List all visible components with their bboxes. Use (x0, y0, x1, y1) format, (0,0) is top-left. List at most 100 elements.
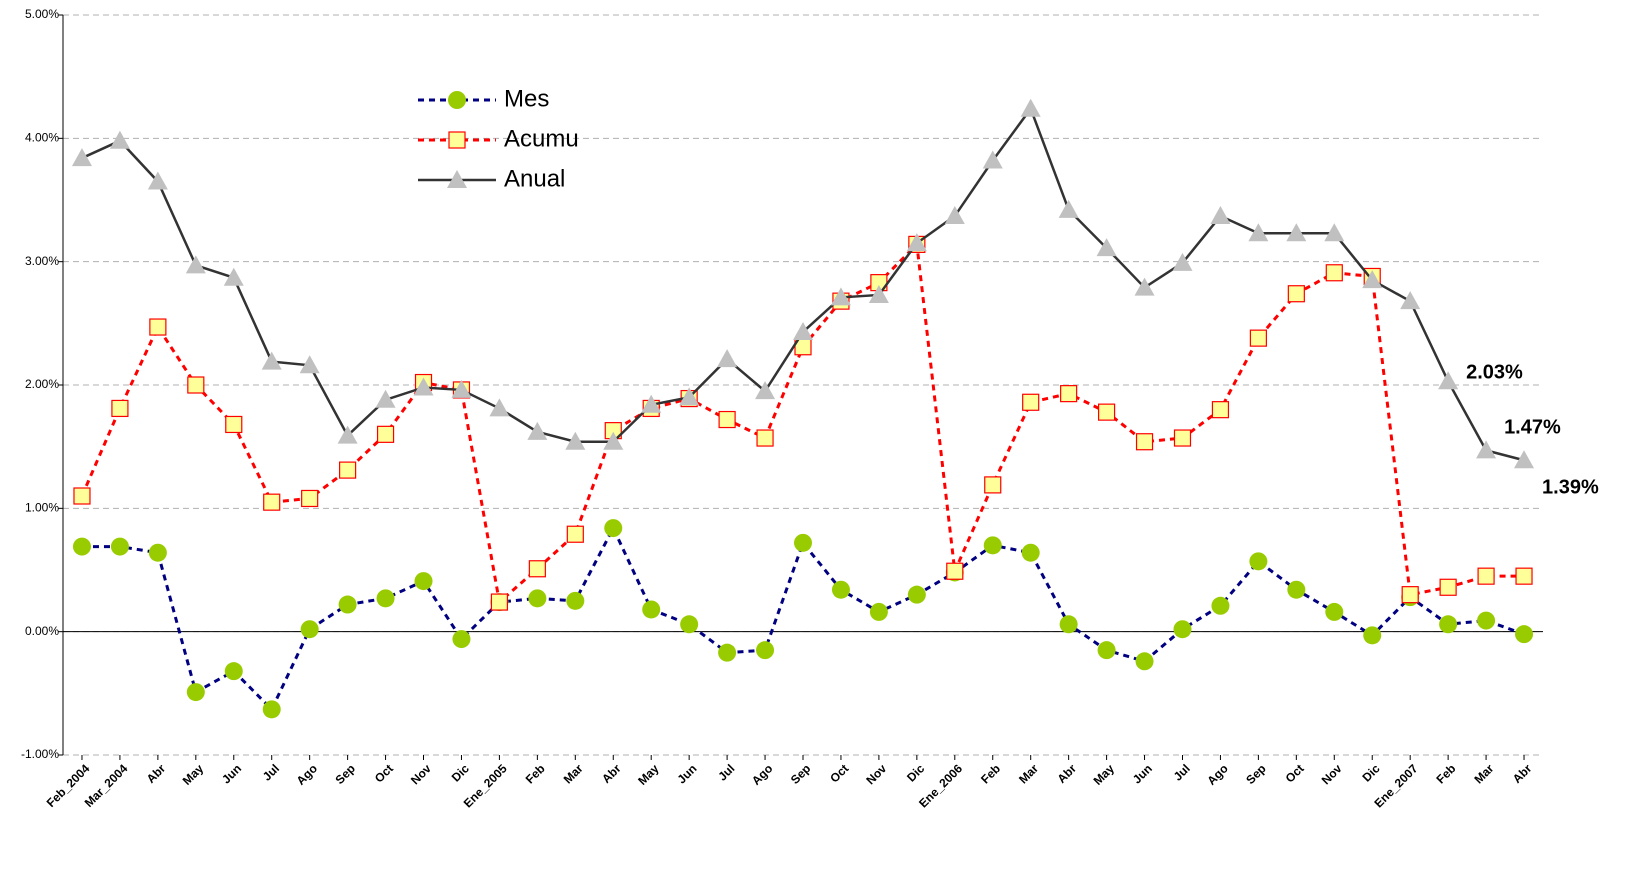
data-label: 2.03% (1466, 362, 1523, 384)
x-tick-label: Jul (1171, 761, 1193, 783)
data-point (679, 387, 700, 406)
data-point (1325, 602, 1344, 621)
data-point (1287, 285, 1305, 303)
y-tick-label: 4.00% (25, 131, 59, 145)
x-tick-label: Abr (144, 761, 169, 786)
data-point (1059, 615, 1078, 634)
data-point (414, 572, 433, 591)
data-point (451, 379, 472, 398)
data-point (187, 376, 205, 394)
data-point (1135, 433, 1154, 451)
x-tick-label: Mar (561, 761, 586, 786)
data-point (1324, 223, 1345, 242)
x-tick-label: Mar (1471, 761, 1496, 786)
data-point (1515, 567, 1533, 585)
x-tick-label: Feb (978, 761, 1003, 786)
data-point (452, 630, 471, 649)
data-point (565, 431, 586, 450)
x-tick-label: Ago (749, 761, 775, 787)
data-point (149, 318, 167, 336)
data-point (1248, 223, 1269, 242)
legend-marker (447, 170, 467, 188)
data-point (566, 525, 584, 543)
series-line (81, 524, 1525, 712)
data-point (1363, 626, 1382, 645)
data-point (72, 537, 91, 556)
data-point (1249, 329, 1267, 347)
data-point (944, 206, 965, 225)
data-point (528, 589, 547, 608)
legend-label: Mes (504, 85, 549, 112)
data-point (413, 377, 434, 396)
data-point (717, 349, 738, 368)
x-tick-label: Nov (1319, 761, 1345, 787)
data-point (376, 425, 395, 443)
x-tick-label: Feb (1434, 761, 1459, 786)
data-point (1097, 403, 1116, 421)
x-tick-label: Dic (1359, 761, 1382, 784)
data-point (1249, 552, 1268, 571)
x-tick-label: Jul (715, 761, 737, 783)
x-tick-label: Oct (1283, 761, 1307, 785)
data-point (71, 148, 92, 167)
data-point (1477, 611, 1496, 630)
x-tick-label: Sep (1243, 761, 1268, 786)
data-point (186, 683, 205, 702)
x-tick-label: May (635, 761, 662, 788)
x-tick-label: Jul (260, 761, 282, 783)
data-point (1515, 625, 1534, 644)
data-point (907, 585, 926, 604)
data-label: 1.47% (1504, 417, 1561, 439)
data-point (1096, 238, 1117, 257)
y-tick-label: 3.00% (25, 254, 59, 268)
data-point (224, 662, 243, 681)
y-tick-label: 0.00% (25, 624, 59, 638)
data-point (680, 615, 699, 634)
data-point (1325, 264, 1343, 282)
data-point (375, 389, 396, 408)
data-point (1173, 429, 1192, 447)
y-tick-label: 5.00% (25, 7, 59, 21)
data-point (1287, 580, 1306, 599)
x-tick-label: Jun (675, 761, 700, 786)
data-point (1173, 620, 1192, 639)
data-point (223, 267, 244, 286)
data-point (1021, 543, 1040, 562)
data-point (830, 287, 851, 306)
x-tick-label: May (1091, 761, 1118, 788)
x-tick-label: Jun (1130, 761, 1155, 786)
x-tick-label: Ago (1204, 761, 1230, 787)
data-point (831, 580, 850, 599)
data-point (148, 543, 167, 562)
data-point (1514, 450, 1535, 469)
x-tick-label: Jun (219, 761, 244, 786)
data-point (1134, 277, 1155, 296)
x-tick-label: Dic (449, 761, 472, 784)
data-point (718, 643, 737, 662)
x-tick-label: Abr (1054, 761, 1079, 786)
legend-label: Anual (504, 165, 565, 192)
data-point (225, 415, 243, 434)
data-point (603, 431, 624, 450)
x-tick-label: Dic (904, 761, 927, 784)
data-point (718, 410, 736, 429)
data-point (906, 233, 927, 252)
data-point (793, 321, 813, 340)
data-point (1362, 270, 1383, 289)
x-tick-label: Abr (1510, 761, 1535, 786)
data-point (261, 351, 282, 370)
data-point (528, 560, 546, 578)
data-point (604, 519, 623, 538)
x-tick-label: Nov (863, 761, 889, 787)
data-point (1400, 291, 1421, 310)
data-point (1438, 371, 1459, 390)
x-tick-label: Ago (294, 761, 320, 787)
data-point (982, 150, 1003, 169)
data-point (1439, 578, 1457, 596)
data-point (1172, 252, 1193, 271)
x-tick-label: Sep (788, 761, 813, 786)
data-point (566, 591, 585, 610)
data-point (869, 602, 888, 621)
